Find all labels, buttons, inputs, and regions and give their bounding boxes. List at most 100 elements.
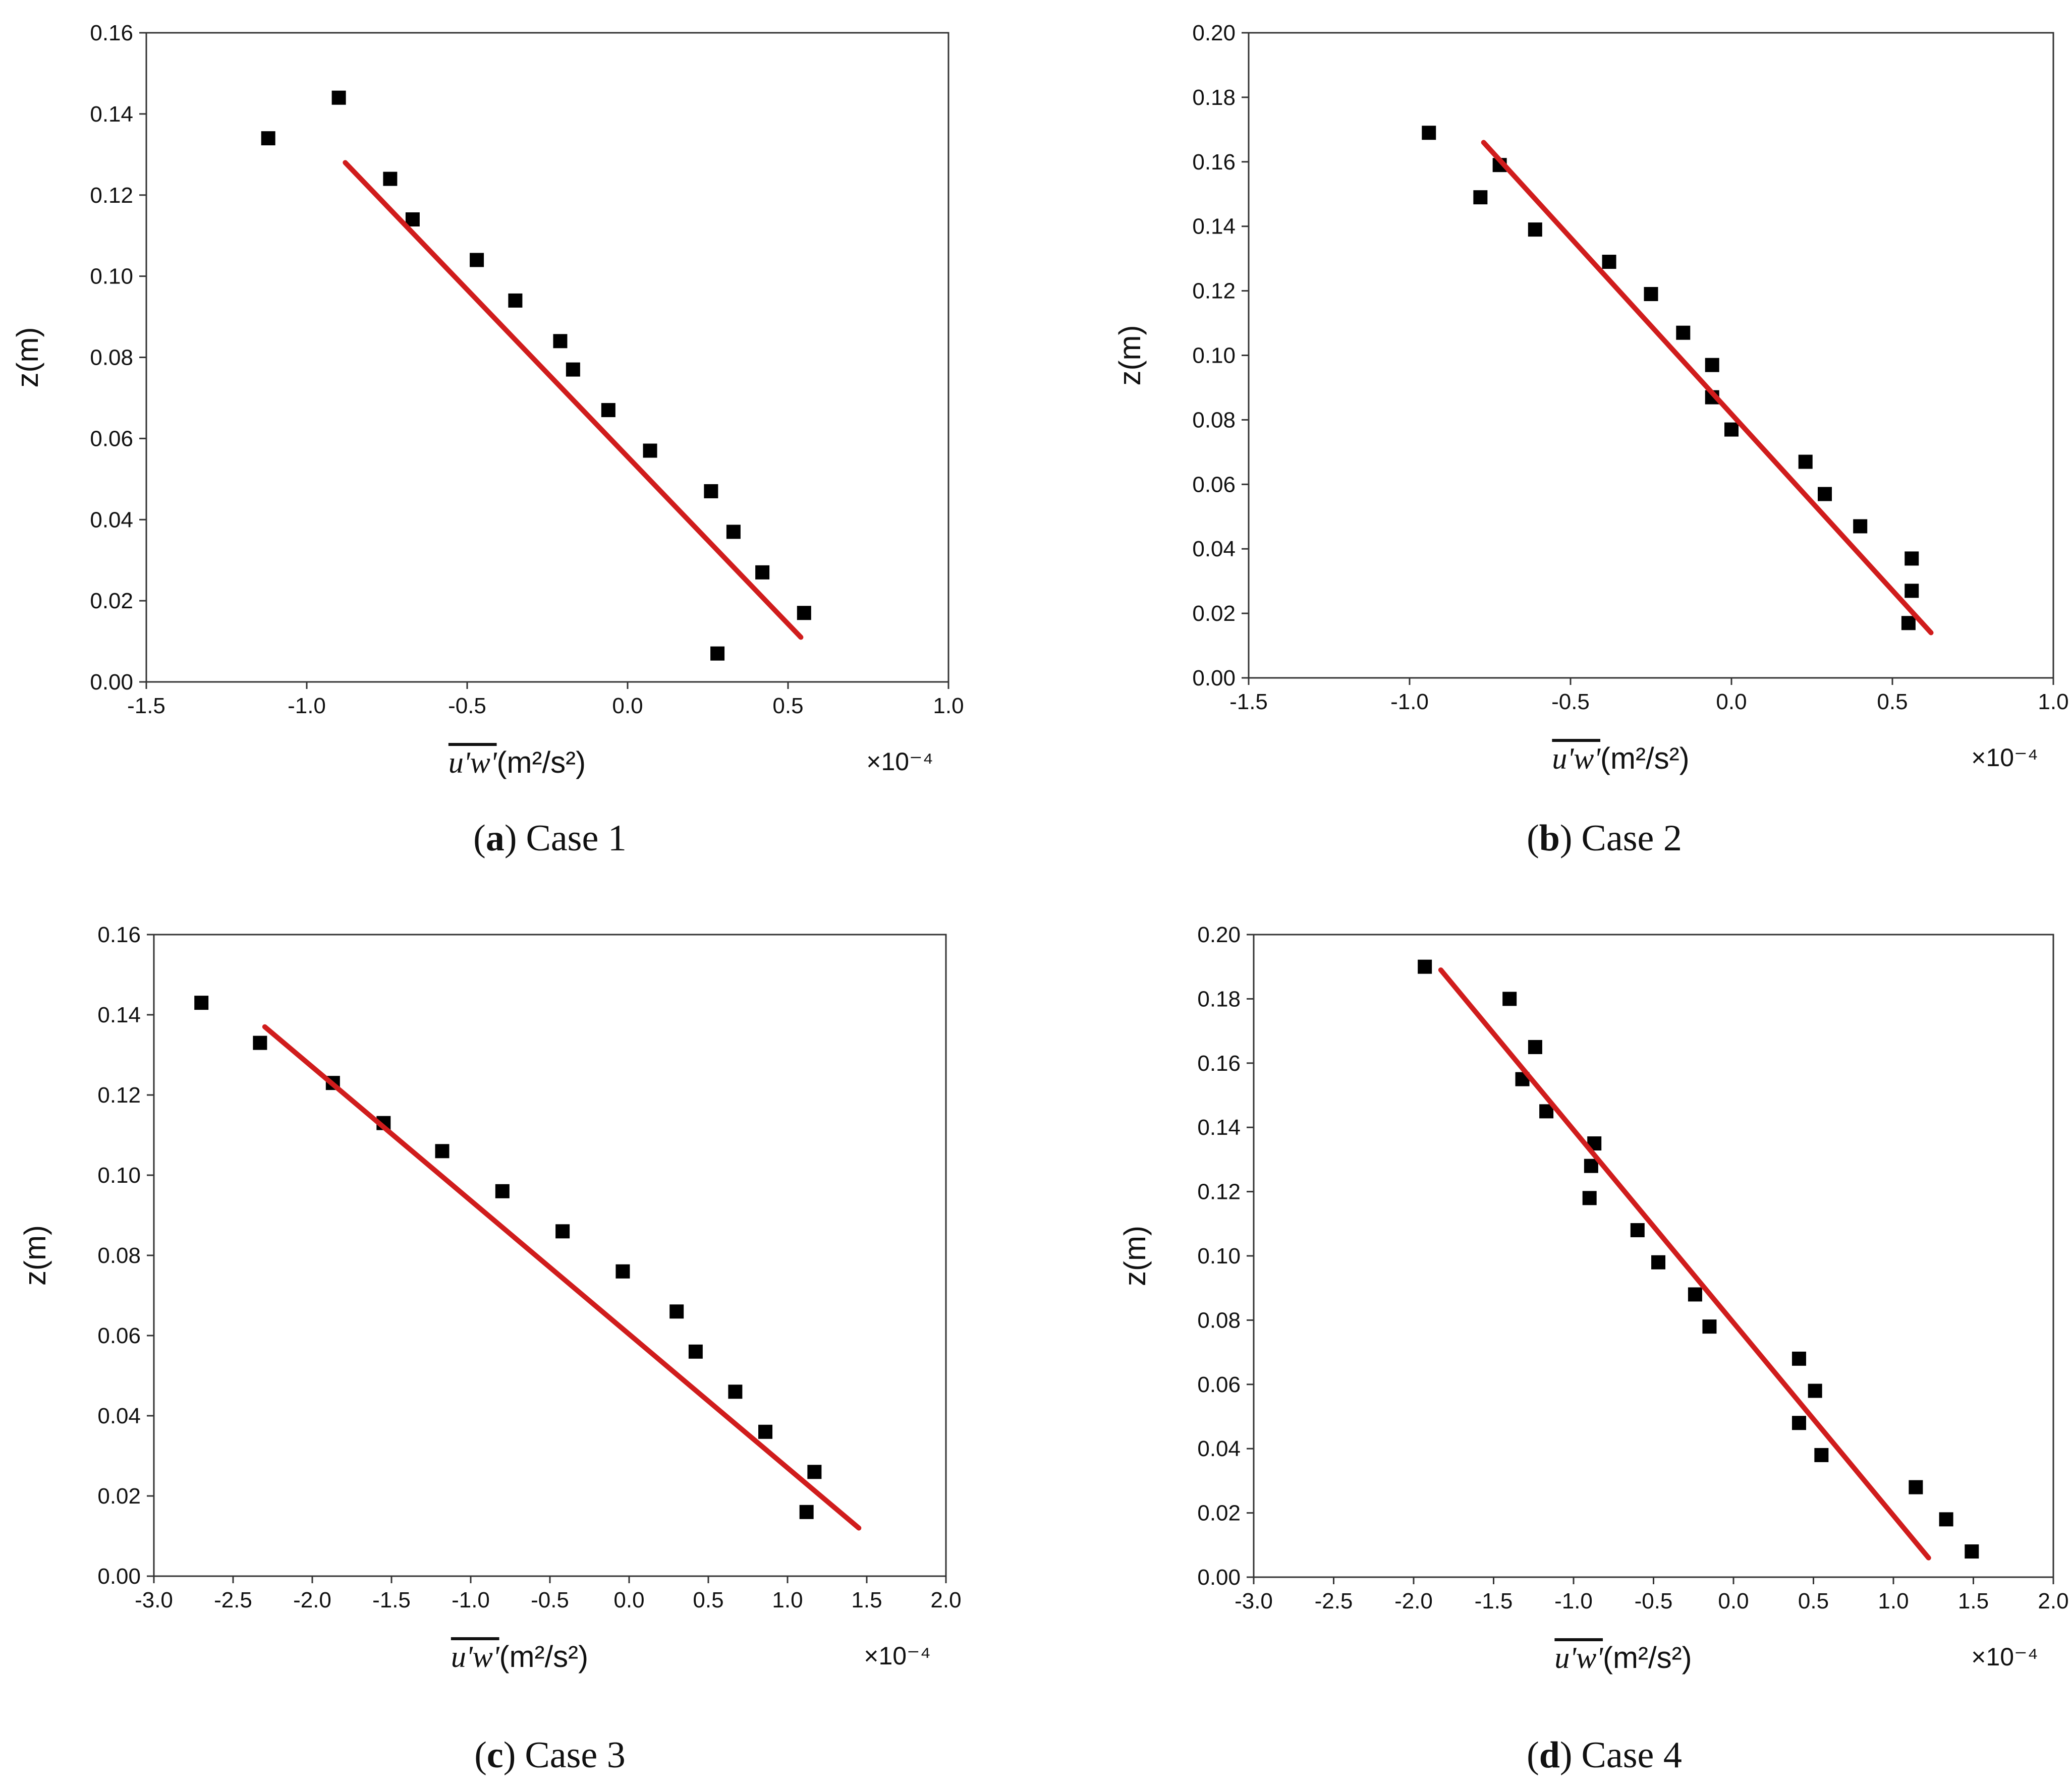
x-axis-label: u'w'(m²/s²) bbox=[1554, 1641, 1692, 1675]
y-tick-label: 0.14 bbox=[90, 102, 133, 127]
caption-letter: d bbox=[1539, 1735, 1560, 1776]
x-tick-label: 1.5 bbox=[1958, 1589, 1989, 1613]
data-point bbox=[1584, 1159, 1598, 1173]
data-point bbox=[1939, 1512, 1953, 1527]
y-tick-label: 0.06 bbox=[97, 1323, 141, 1348]
y-tick-label: 0.10 bbox=[97, 1163, 141, 1188]
x-tick-label: 0.0 bbox=[1718, 1589, 1749, 1613]
y-tick-label: 0.16 bbox=[90, 21, 133, 45]
y-tick-label: 0.08 bbox=[90, 345, 133, 370]
data-point bbox=[1791, 1351, 1806, 1366]
y-tick-label: 0.04 bbox=[90, 507, 133, 532]
data-point bbox=[1528, 222, 1542, 237]
x-tick-label: -2.5 bbox=[1315, 1589, 1353, 1613]
data-point bbox=[1798, 454, 1813, 469]
y-tick-label: 0.10 bbox=[1192, 343, 1236, 368]
x-axis-unit: (m²/s²) bbox=[1603, 1641, 1692, 1675]
data-point bbox=[495, 1184, 510, 1198]
caption-c: (c) Case 3 bbox=[474, 1735, 626, 1776]
y-tick-label: 0.00 bbox=[90, 670, 133, 695]
data-point bbox=[331, 90, 346, 105]
y-tick-label: 0.00 bbox=[1197, 1565, 1241, 1590]
data-point bbox=[1473, 190, 1488, 205]
x-tick-label: -1.5 bbox=[1475, 1589, 1513, 1613]
x-tick-label: -1.0 bbox=[452, 1588, 490, 1612]
x-tick-label: -0.5 bbox=[1635, 1589, 1673, 1613]
data-point bbox=[1688, 1287, 1702, 1302]
caption-close-paren: ) bbox=[1560, 1735, 1573, 1776]
x-axis-label: u'w'(m²/s²) bbox=[449, 745, 586, 779]
data-point bbox=[797, 606, 811, 620]
x-tick-label: 0.0 bbox=[1716, 689, 1747, 714]
x-tick-label: -1.0 bbox=[1390, 689, 1429, 714]
x-axis-unit: (m²/s²) bbox=[497, 745, 586, 779]
x-axis-unit: (m²/s²) bbox=[1600, 741, 1690, 775]
y-tick-label: 0.08 bbox=[1192, 408, 1236, 432]
data-point bbox=[688, 1344, 703, 1359]
y-tick-label: 0.20 bbox=[1192, 21, 1236, 45]
data-point bbox=[194, 996, 209, 1010]
fit-line bbox=[1438, 967, 1931, 1561]
data-point bbox=[1814, 1448, 1829, 1462]
data-point bbox=[755, 565, 770, 580]
y-tick-label: 0.16 bbox=[1192, 150, 1236, 175]
y-tick-label: 0.12 bbox=[97, 1083, 141, 1108]
data-point bbox=[1905, 551, 1919, 566]
caption-text: Case 4 bbox=[1582, 1735, 1682, 1776]
x-axis-variable: u'w' bbox=[451, 1640, 500, 1673]
panel-b: -1.5 -1.0 -0.5 0.0 0.5 1.0 0.00 0.02 0.04 0.06 0.0… bbox=[1113, 21, 2069, 859]
data-point bbox=[566, 362, 580, 377]
x-multiplier-label: ×10⁻⁴ bbox=[1971, 743, 2038, 772]
y-tick-label: 0.12 bbox=[1192, 279, 1236, 304]
y-tick-label: 0.18 bbox=[1197, 987, 1241, 1011]
y-tick-label: 0.04 bbox=[1197, 1436, 1241, 1461]
caption-close-paren: ) bbox=[503, 1735, 516, 1776]
data-point bbox=[253, 1035, 267, 1050]
x-multiplier-label: ×10⁻⁴ bbox=[1971, 1643, 2038, 1671]
y-tick-label: 0.00 bbox=[1192, 666, 1236, 690]
caption-close-paren: ) bbox=[1560, 818, 1573, 859]
data-point bbox=[799, 1505, 814, 1519]
data-point bbox=[470, 253, 484, 267]
x-tick-label: 1.0 bbox=[2038, 689, 2068, 714]
data-point bbox=[1651, 1255, 1666, 1269]
y-tick-label: 0.18 bbox=[1192, 85, 1236, 110]
x-tick-label: -1.0 bbox=[288, 694, 326, 718]
data-point bbox=[1528, 1040, 1542, 1054]
x-tick-label: 0.5 bbox=[693, 1588, 723, 1612]
data-point bbox=[1901, 616, 1916, 630]
x-tick-label: 0.5 bbox=[1877, 689, 1908, 714]
data-point bbox=[1602, 255, 1616, 269]
x-tick-label: -1.0 bbox=[1554, 1589, 1593, 1613]
y-tick-label: 0.08 bbox=[1197, 1308, 1241, 1333]
x-tick-label: -0.5 bbox=[531, 1588, 569, 1612]
data-point bbox=[1853, 519, 1868, 534]
x-tick-label: -1.5 bbox=[127, 694, 165, 718]
caption-text: Case 1 bbox=[526, 818, 626, 859]
plot-area-a: -1.5 -1.0 -0.5 0.0 0.5 1.0 0.00 0.02 0.04 0.06 0.0… bbox=[11, 21, 964, 779]
x-tick-label: -2.0 bbox=[1394, 1589, 1433, 1613]
x-axis-variable: u'w' bbox=[449, 746, 497, 779]
data-point bbox=[383, 171, 398, 186]
caption-letter: b bbox=[1539, 818, 1560, 859]
x-tick-label: 2.0 bbox=[2038, 1589, 2068, 1613]
y-tick-label: 0.10 bbox=[90, 264, 133, 289]
x-tick-label: 1.0 bbox=[772, 1588, 803, 1612]
caption-letter: a bbox=[486, 818, 505, 859]
data-point bbox=[555, 1224, 570, 1239]
y-tick-label: 0.02 bbox=[1192, 601, 1236, 626]
x-axis-variable: u'w' bbox=[1552, 742, 1601, 775]
x-tick-label: -1.5 bbox=[1229, 689, 1268, 714]
caption-open-paren: ( bbox=[1527, 818, 1539, 859]
data-point bbox=[1965, 1544, 1979, 1559]
y-tick-label: 0.16 bbox=[97, 922, 141, 947]
plot-area-b: -1.5 -1.0 -0.5 0.0 0.5 1.0 0.00 0.02 0.04 0.06 0.0… bbox=[1113, 21, 2069, 775]
x-tick-label: -2.0 bbox=[293, 1588, 331, 1612]
data-point bbox=[1422, 126, 1436, 140]
x-tick-label: 2.0 bbox=[930, 1588, 961, 1612]
y-tick-label: 0.06 bbox=[1197, 1372, 1241, 1397]
y-tick-label: 0.00 bbox=[97, 1564, 141, 1589]
caption-b: (b) Case 2 bbox=[1527, 818, 1682, 859]
x-tick-label: -0.5 bbox=[448, 694, 486, 718]
